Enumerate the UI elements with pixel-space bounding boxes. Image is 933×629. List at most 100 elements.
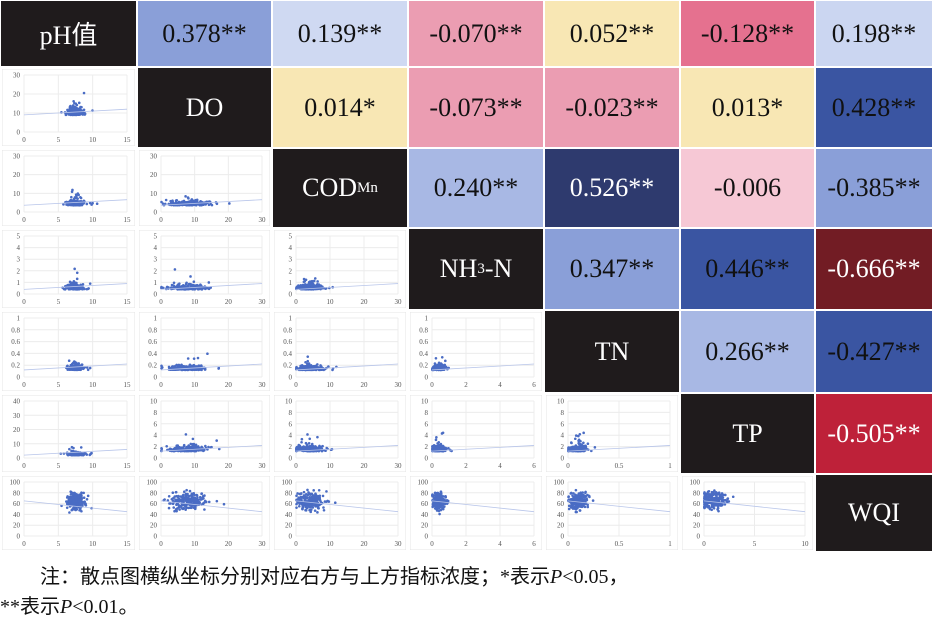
scatter-point <box>187 444 190 447</box>
y-tick-label: 0 <box>289 374 293 382</box>
scatter-point <box>198 498 202 501</box>
correlation-cell: 0.266** <box>680 310 815 393</box>
scatter-point <box>316 506 320 510</box>
scatter-point <box>310 503 314 506</box>
x-tick-label: 30 <box>395 462 403 470</box>
scatter-point <box>172 506 176 509</box>
scatter-point <box>171 199 174 203</box>
scatter-point <box>193 497 196 500</box>
variable-label-3: NH 3 -N <box>408 228 544 310</box>
scatter-plot: 0 10 20 30 0 10 20 30 <box>137 148 272 228</box>
x-tick-label: 0 <box>22 540 26 548</box>
scatter-point <box>193 287 197 291</box>
scatter-point <box>85 497 89 501</box>
scatter-point <box>186 357 190 360</box>
scatter-point <box>301 505 305 508</box>
scatter-point <box>315 498 319 502</box>
variable-name: WQI <box>848 498 900 527</box>
scatter-point <box>188 489 192 493</box>
scatter-point <box>583 505 587 509</box>
scatter-point <box>64 500 68 503</box>
scatter-point <box>299 364 302 368</box>
scatter-point <box>65 506 69 510</box>
scatter-point <box>68 447 71 451</box>
x-tick-label: 0 <box>22 216 26 224</box>
scatter-point <box>204 287 207 290</box>
y-tick-label: 0.2 <box>419 362 428 370</box>
scatter-point <box>74 102 78 105</box>
y-tick-label: 40 <box>150 511 158 519</box>
x-tick-label: 30 <box>259 381 267 389</box>
scatter-point <box>200 203 203 207</box>
scatter-point <box>175 503 178 507</box>
scatter-point <box>313 284 317 287</box>
scatter-point <box>160 200 163 204</box>
scatter-point <box>73 453 77 457</box>
y-tick-label: 4 <box>425 432 429 440</box>
scatter-point <box>80 509 83 513</box>
scatter-point <box>193 445 196 448</box>
y-tick-label: 4 <box>289 244 293 252</box>
scatter-point <box>74 361 78 365</box>
scatter-point <box>433 362 437 365</box>
scatter-point <box>442 499 446 502</box>
scatter-point <box>215 499 219 503</box>
y-tick-label: 40 <box>13 511 21 519</box>
scatter-point <box>86 494 90 498</box>
y-tick-label: 0 <box>289 533 293 541</box>
scatter-point <box>300 437 304 441</box>
scatter-point <box>85 366 89 369</box>
y-tick-label: 0.6 <box>419 338 428 346</box>
scatter-point <box>182 493 185 497</box>
y-tick-label: 60 <box>421 500 429 508</box>
trend-line <box>431 363 535 371</box>
scatter-point <box>76 112 80 116</box>
x-tick-label: 20 <box>225 381 233 389</box>
scatter-point <box>319 287 322 291</box>
y-tick-label: 0 <box>289 291 293 299</box>
scatter-point <box>311 281 314 285</box>
scatter-point <box>441 431 445 435</box>
scatter-point <box>79 202 82 205</box>
scatter-point <box>437 494 440 498</box>
y-tick-label: 0.8 <box>11 326 20 334</box>
scatter-point <box>76 197 79 200</box>
scatter-point <box>75 500 78 503</box>
x-tick-label: 10 <box>89 136 97 144</box>
scatter-point <box>327 365 330 368</box>
scatter-point <box>66 368 70 371</box>
scatter-plot: 0 10 20 30 0 1 2 3 4 5 <box>272 228 408 310</box>
scatter-point <box>174 366 178 369</box>
y-tick-label: 10 <box>13 190 21 198</box>
y-tick-label: 0 <box>425 455 429 463</box>
scatter-point <box>75 271 79 275</box>
scatter-point <box>82 491 85 495</box>
scatter-point <box>184 195 187 198</box>
scatter-point <box>581 502 584 505</box>
scatter-point <box>298 492 302 496</box>
scatter-point <box>311 365 315 369</box>
y-tick-label: 2 <box>425 443 429 451</box>
scatter-point <box>308 437 312 441</box>
x-tick-label: 4 <box>498 462 502 470</box>
scatter-point <box>311 506 315 509</box>
scatter-point <box>331 368 334 372</box>
scatter-point <box>88 366 92 370</box>
scatter-point <box>160 367 163 370</box>
variable-label-1: DO <box>137 67 272 148</box>
scatter-point <box>312 279 316 283</box>
scatter-point <box>200 492 204 495</box>
x-tick-label: 20 <box>225 462 233 470</box>
variable-label-2: COD Mn <box>272 148 408 228</box>
scatter-point <box>215 202 219 206</box>
scatter-point <box>313 509 317 512</box>
scatter-point <box>85 453 89 456</box>
y-tick-label: 4 <box>154 244 158 252</box>
scatter-point <box>444 495 448 499</box>
y-tick-label: 0 <box>561 533 565 541</box>
y-tick-label: 5 <box>17 233 21 241</box>
scatter-point <box>309 496 313 500</box>
correlation-cell: 0.526** <box>544 148 680 228</box>
